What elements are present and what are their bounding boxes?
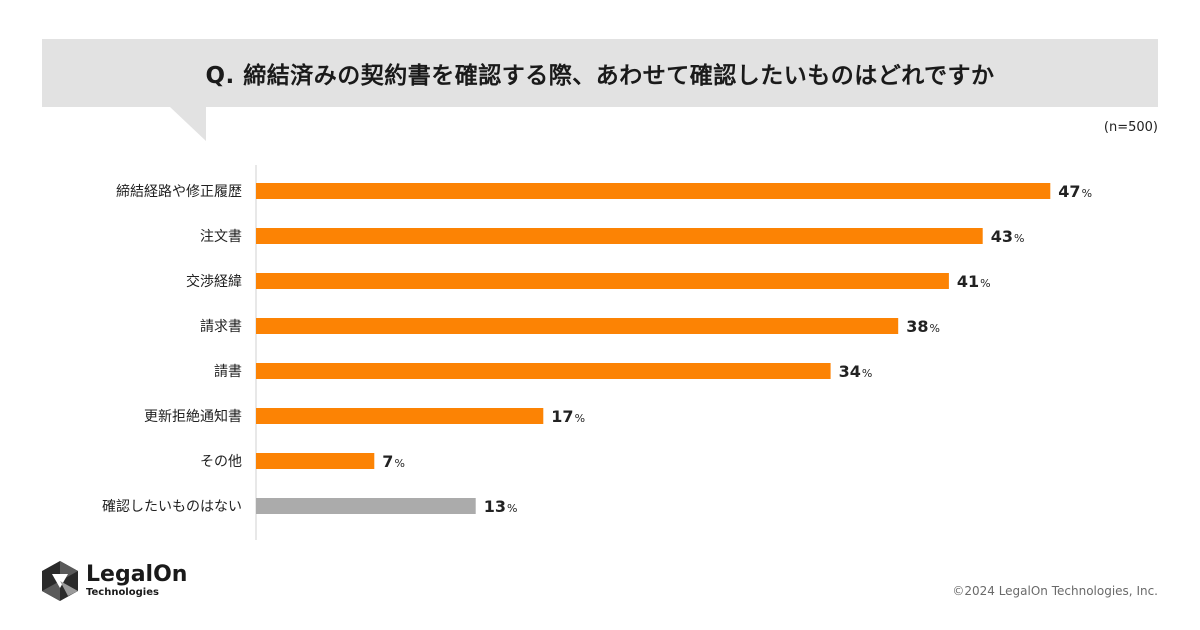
brand-logo: LegalOn Technologies [40,560,187,602]
category-label: 請求書 [200,319,242,335]
category-label: 締結経路や修正履歴 [116,183,242,200]
brand-name: LegalOn [86,564,187,586]
value-label: 43% [991,227,1025,246]
bar [256,273,949,289]
value-label: 38% [906,317,940,336]
copyright: ©2024 LegalOn Technologies, Inc. [952,584,1158,598]
bar [256,363,831,379]
value-label: 13% [484,497,518,516]
category-label: 交渉経緯 [186,273,242,290]
bar [256,408,543,424]
bar [256,498,476,514]
value-label: 7% [382,452,405,471]
legalon-logo-icon [40,560,80,602]
bar [256,183,1050,199]
value-label: 47% [1058,182,1092,201]
category-label: 更新拒絶通知書 [144,408,242,425]
category-label: 請書 [214,364,242,380]
bar [256,453,374,469]
brand-sub: Technologies [86,588,187,598]
bar [256,318,898,334]
category-label: 確認したいものはない [102,499,242,515]
value-label: 34% [839,362,873,381]
category-label: 注文書 [200,229,242,245]
value-label: 17% [551,407,585,426]
category-label: その他 [200,454,242,470]
bar [256,228,983,244]
value-label: 41% [957,272,991,291]
